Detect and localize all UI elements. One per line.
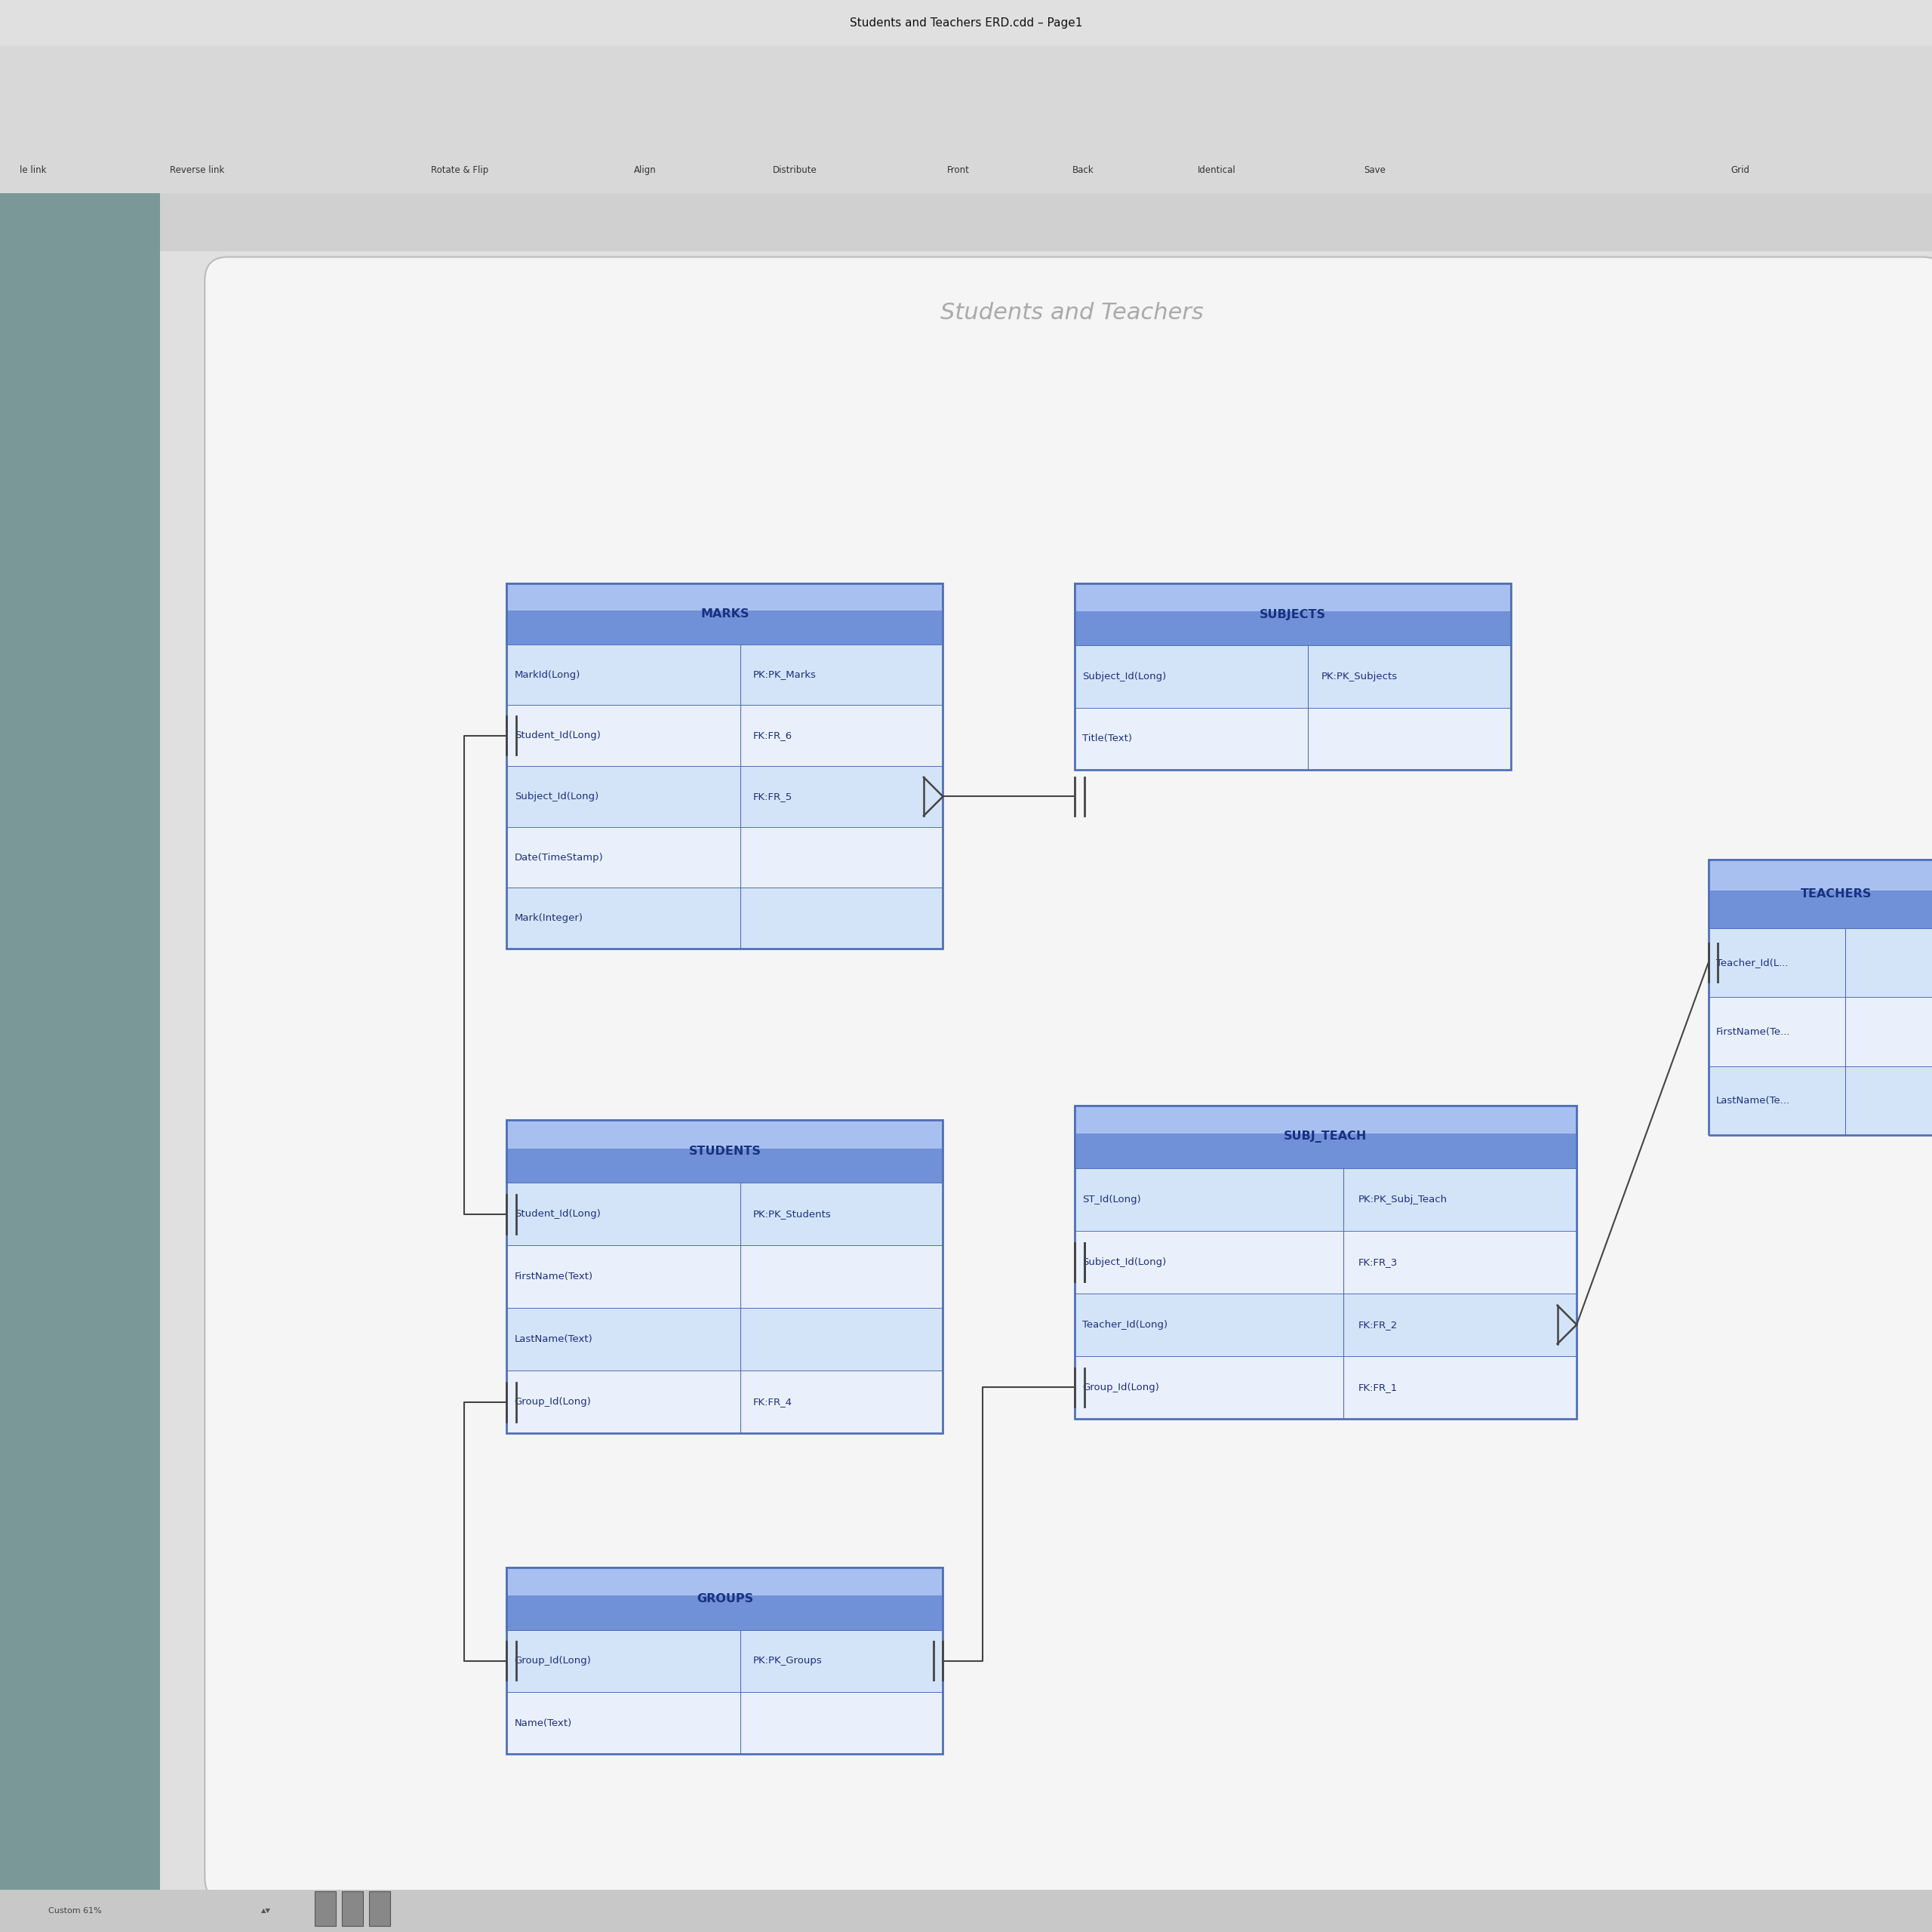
Text: FirstName(Te...: FirstName(Te... [1716,1026,1791,1037]
Text: Student_Id(Long): Student_Id(Long) [514,1209,601,1219]
Bar [1074,1105,1577,1418]
Text: Group_Id(Long): Group_Id(Long) [514,1656,591,1665]
Text: Title(Text): Title(Text) [1082,734,1132,744]
Text: LastName(Te...: LastName(Te... [1716,1095,1791,1105]
Text: SUBJ_TEACH: SUBJ_TEACH [1285,1130,1368,1142]
Bar [506,643,943,705]
Text: PK:PK_Subj_Teach: PK:PK_Subj_Teach [1358,1194,1447,1204]
Bar [506,1567,943,1631]
Bar [0,0,1932,46]
Text: LastName(Text): LastName(Text) [514,1335,593,1345]
Bar [506,1148,943,1182]
Text: Subject_Id(Long): Subject_Id(Long) [514,792,599,802]
Bar [1708,1066,1932,1136]
Bar [506,889,943,949]
Bar [506,1372,943,1434]
Text: FK:FR_4: FK:FR_4 [753,1397,792,1406]
Bar [1074,611,1511,645]
Text: PK:PK_Subjects: PK:PK_Subjects [1321,672,1397,682]
Text: Grid: Grid [1731,164,1750,176]
Text: FK:FR_5: FK:FR_5 [753,792,792,802]
Text: FK:FR_2: FK:FR_2 [1358,1320,1397,1329]
Text: Rotate & Flip: Rotate & Flip [431,164,489,176]
Bar [1074,1356,1577,1418]
Text: MarkId(Long): MarkId(Long) [514,670,580,680]
Text: ▲▼: ▲▼ [261,1907,270,1915]
Bar [1074,583,1511,645]
Bar [1074,707,1511,769]
Bar [1708,891,1932,927]
Text: Date(TimeStamp): Date(TimeStamp) [514,852,603,862]
Bar [506,1308,943,1372]
Bar [506,827,943,889]
Bar [506,1182,943,1246]
Text: Students and Teachers ERD.cdd – Page1: Students and Teachers ERD.cdd – Page1 [850,17,1082,29]
Bar [506,705,943,767]
Text: Custom 61%: Custom 61% [48,1907,102,1915]
Text: GROUPS: GROUPS [696,1594,753,1604]
Bar [506,1596,943,1631]
Text: Group_Id(Long): Group_Id(Long) [514,1397,591,1406]
Bar [1708,860,1932,1136]
Bar [0,1889,1932,1932]
Text: Save: Save [1364,164,1385,176]
Text: Reverse link: Reverse link [170,164,224,176]
Text: Mark(Integer): Mark(Integer) [514,914,583,923]
Bar [160,251,1932,1889]
Text: Group_Id(Long): Group_Id(Long) [1082,1383,1159,1393]
Text: MARKS: MARKS [701,609,750,620]
Text: Teacher_Id(Long): Teacher_Id(Long) [1082,1320,1167,1329]
Bar [506,1121,943,1434]
Bar [506,583,943,643]
Bar [1708,860,1932,927]
Text: Subject_Id(Long): Subject_Id(Long) [1082,672,1167,682]
Text: SUBJECTS: SUBJECTS [1260,609,1325,620]
Text: Align: Align [634,164,657,176]
Text: FirstName(Text): FirstName(Text) [514,1271,593,1281]
Bar [506,1246,943,1308]
Text: FK:FR_3: FK:FR_3 [1358,1258,1397,1267]
Bar [1708,997,1932,1066]
Bar [506,1631,943,1692]
Text: TEACHERS: TEACHERS [1801,889,1872,900]
Text: ST_Id(Long): ST_Id(Long) [1082,1194,1142,1204]
Text: PK:PK_Marks: PK:PK_Marks [753,670,817,680]
Text: STUDENTS: STUDENTS [688,1146,761,1157]
FancyBboxPatch shape [205,257,1932,1901]
Bar [0,0,160,1932]
Text: Back: Back [1072,164,1094,176]
Bar [506,611,943,643]
Bar [506,1692,943,1754]
Bar [1074,1134,1577,1169]
Text: FK:FR_1: FK:FR_1 [1358,1383,1397,1393]
Bar [0,46,1932,193]
Bar [1074,1105,1577,1169]
Text: Distribute: Distribute [773,164,817,176]
Bar [506,1121,943,1182]
Bar [1074,583,1511,769]
Text: PK:PK_Students: PK:PK_Students [753,1209,831,1219]
Text: Name(Text): Name(Text) [514,1718,572,1727]
Bar [315,1891,336,1926]
Bar [506,767,943,827]
Text: PK:PK_Groups: PK:PK_Groups [753,1656,823,1665]
Bar [342,1891,363,1926]
Bar [1074,645,1511,707]
Text: FK:FR_6: FK:FR_6 [753,730,792,740]
Text: Student_Id(Long): Student_Id(Long) [514,730,601,740]
Bar [506,583,943,949]
Text: Subject_Id(Long): Subject_Id(Long) [1082,1258,1167,1267]
Bar [1074,1169,1577,1231]
Text: le link: le link [19,164,46,176]
Bar [1074,1231,1577,1293]
Text: Front: Front [947,164,970,176]
Bar [369,1891,390,1926]
Text: Identical: Identical [1198,164,1236,176]
Bar [160,193,1932,251]
Text: Teacher_Id(L...: Teacher_Id(L... [1716,958,1789,968]
Bar [506,1567,943,1754]
Bar [1074,1293,1577,1356]
Bar [1708,927,1932,997]
Text: Students and Teachers: Students and Teachers [941,301,1204,325]
